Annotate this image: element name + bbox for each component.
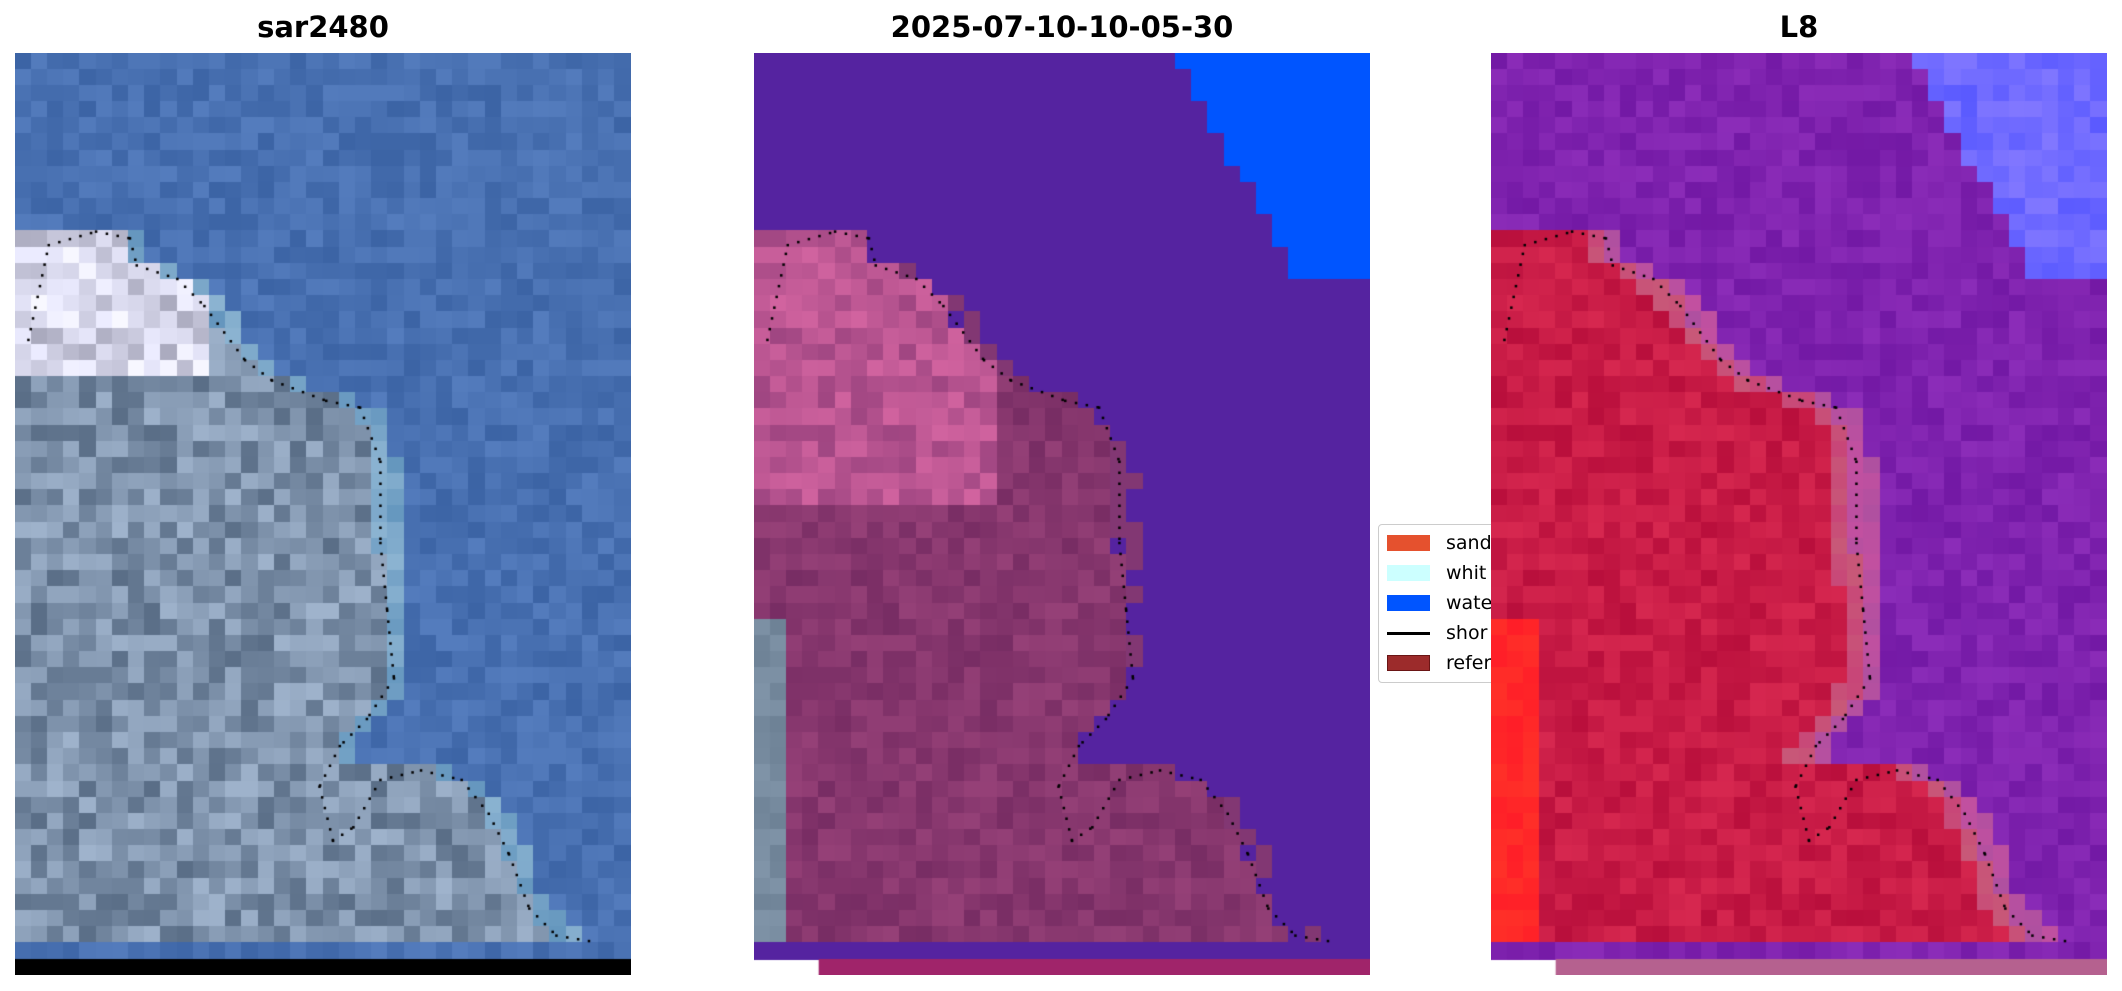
legend-label: sand	[1446, 532, 1492, 554]
sand-swatch	[1387, 535, 1430, 551]
legend-label: refer	[1446, 652, 1492, 674]
white-swatch	[1387, 565, 1430, 581]
legend-label: shor	[1446, 622, 1488, 644]
reference-swatch	[1387, 655, 1430, 671]
panel-title-l8: L8	[1779, 10, 1819, 44]
legend-item-sand: sand	[1387, 531, 1492, 555]
legend-item-water: wate	[1387, 591, 1492, 615]
l8-image-panel	[1491, 53, 2107, 975]
shore-line-swatch	[1387, 631, 1430, 635]
l8-image	[1491, 53, 2107, 975]
legend-item-reference: refer	[1387, 651, 1491, 675]
panel-title-sar: sar2480	[257, 10, 389, 44]
legend-label: whit	[1446, 562, 1487, 584]
water-swatch	[1387, 595, 1430, 611]
legend-item-white: whit	[1387, 561, 1486, 585]
panel-title-date: 2025-07-10-10-05-30	[890, 10, 1234, 44]
classification-image	[754, 53, 1370, 975]
legend-label: wate	[1446, 592, 1493, 614]
legend-item-shore: shor	[1387, 621, 1487, 645]
sar-image	[15, 53, 631, 975]
classification-panel	[754, 53, 1370, 975]
sar-image-panel	[15, 53, 631, 975]
